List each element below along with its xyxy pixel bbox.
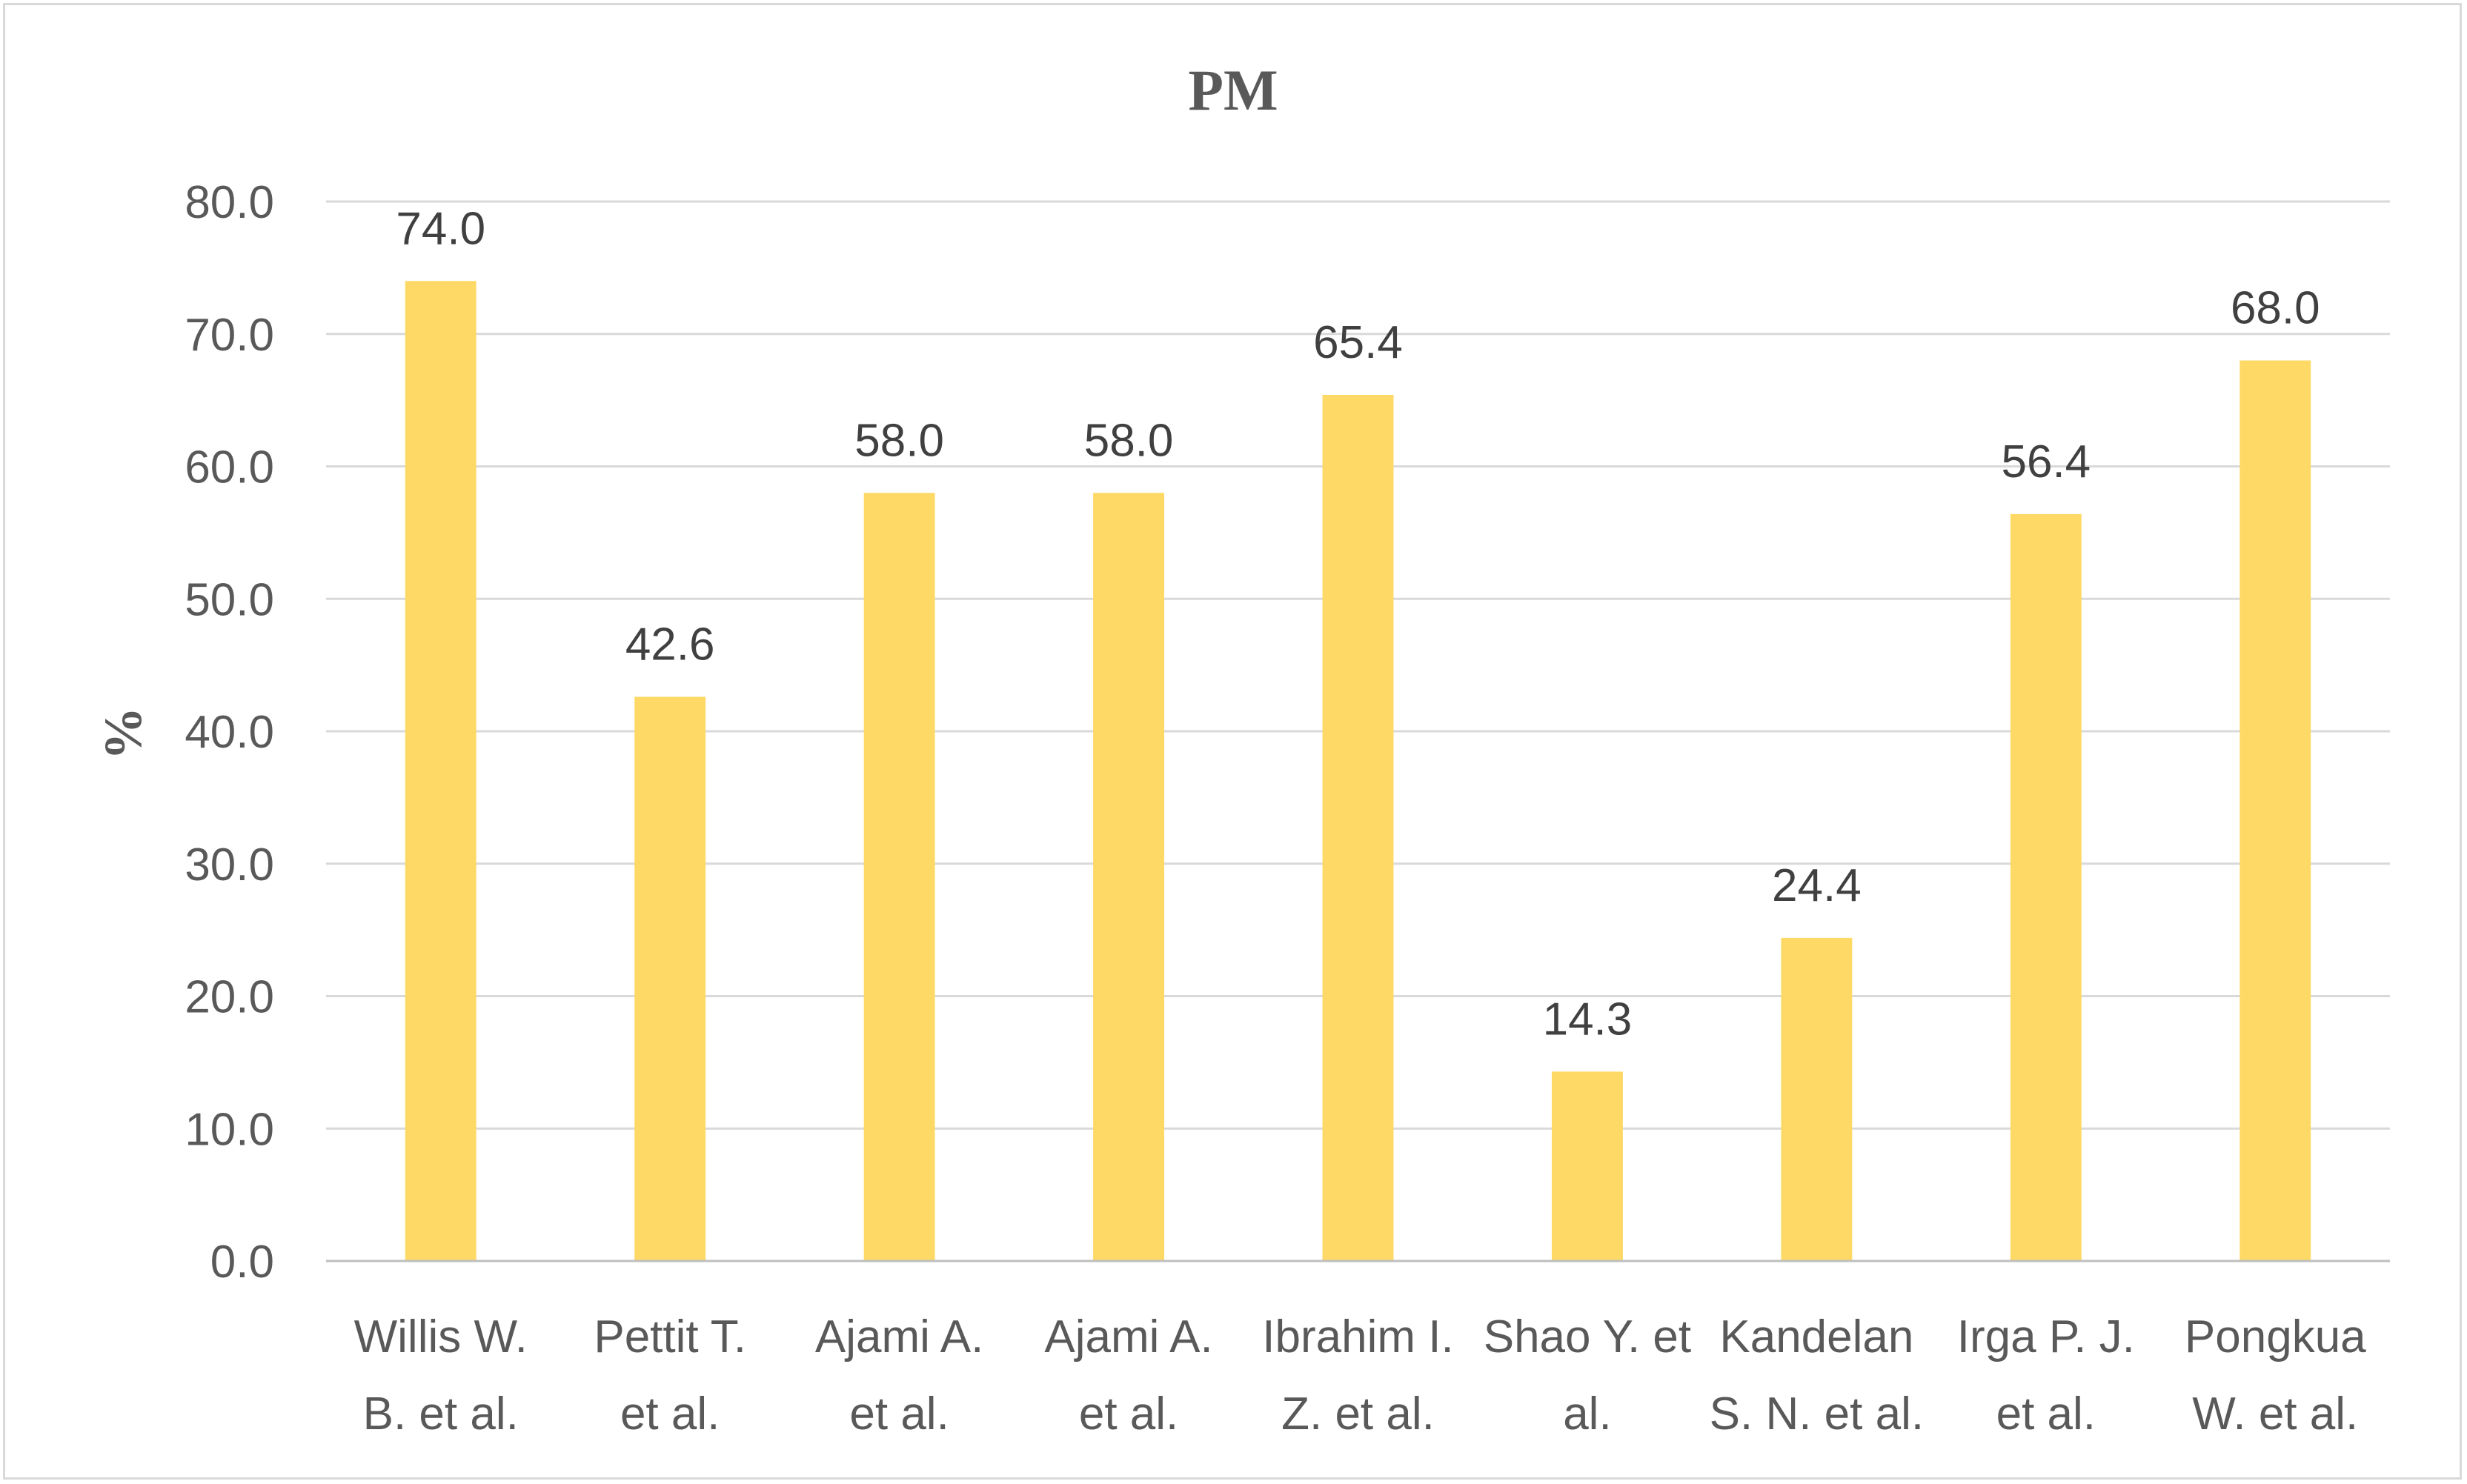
category-label-line: Irga P. J. — [1957, 1311, 2135, 1362]
category-label-line: W. et al. — [2192, 1388, 2358, 1440]
y-tick-label: 20.0 — [185, 972, 274, 1023]
category-label: Pongkua W. et al. — [2185, 1311, 2366, 1440]
bar — [2239, 360, 2311, 1261]
data-label: 42.6 — [625, 619, 715, 671]
bar — [1093, 493, 1165, 1261]
y-axis-label: % — [93, 707, 153, 760]
y-tick-label: 80.0 — [185, 177, 274, 228]
bar — [405, 281, 477, 1261]
y-tick-label: 0.0 — [210, 1237, 274, 1288]
category-label-line: Z. et al. — [1281, 1388, 1435, 1440]
data-label: 58.0 — [1084, 415, 1174, 466]
y-axis-ticks: 0.0 10.0 20.0 30.0 40.0 50.0 60.0 70.0 80.0 — [185, 177, 274, 1288]
data-label: 65.4 — [1313, 317, 1403, 368]
y-tick-label: 60.0 — [185, 442, 274, 493]
category-label: Pettit T. et al. — [594, 1311, 746, 1440]
bar — [863, 493, 935, 1261]
category-label-line: Ajami A. — [815, 1311, 983, 1362]
bar — [1322, 394, 1394, 1261]
category-label: Kandelan S. N. et al. — [1710, 1311, 1924, 1440]
category-label: Ajami A. et al. — [815, 1311, 983, 1440]
category-label-line: Pongkua — [2185, 1311, 2366, 1362]
category-label-line: S. N. et al. — [1710, 1388, 1924, 1440]
category-label: Irga P. J. et al. — [1957, 1311, 2135, 1440]
y-tick-label: 50.0 — [185, 574, 274, 625]
bar — [2010, 513, 2082, 1261]
category-label: Ajami A. et al. — [1044, 1311, 1212, 1440]
bar — [1781, 937, 1853, 1261]
data-label: 24.4 — [1772, 860, 1862, 911]
category-label-line: Pettit T. — [594, 1311, 746, 1362]
category-label-line: et al. — [1996, 1388, 2096, 1440]
data-label: 56.4 — [2001, 436, 2091, 488]
category-label-line: et al. — [849, 1388, 949, 1440]
category-label-line: Ibrahim I. — [1262, 1311, 1453, 1362]
y-tick-label: 30.0 — [185, 839, 274, 891]
category-label-line: Kandelan — [1719, 1311, 1913, 1362]
chart-title: PM — [1188, 58, 1278, 122]
data-labels: 74.0 42.6 58.0 58.0 65.4 14.3 24.4 56.4 68.0 — [396, 203, 2320, 1045]
category-label-line: al. — [1563, 1388, 1611, 1440]
y-tick-label: 70.0 — [185, 310, 274, 361]
y-tick-label: 40.0 — [185, 707, 274, 758]
x-axis-categories: Willis W. B. et al.Pettit T. et al.Ajami A… — [354, 1311, 2367, 1440]
data-label: 68.0 — [2231, 283, 2320, 334]
category-label-line: et al. — [1079, 1388, 1178, 1440]
y-tick-label: 10.0 — [185, 1104, 274, 1155]
category-label: Ibrahim I. Z. et al. — [1262, 1311, 1453, 1440]
category-label-line: B. et al. — [363, 1388, 519, 1440]
data-label: 14.3 — [1543, 994, 1633, 1045]
category-label-line: Willis W. — [354, 1311, 528, 1362]
category-label-line: et al. — [620, 1388, 720, 1440]
data-label: 74.0 — [396, 203, 485, 254]
bar — [634, 696, 706, 1261]
category-label-line: Shao Y. et — [1484, 1311, 1691, 1362]
bars — [405, 281, 2311, 1261]
category-label: Willis W. B. et al. — [354, 1311, 528, 1440]
data-label: 58.0 — [854, 415, 944, 466]
bar — [1551, 1071, 1623, 1261]
category-label-line: Ajami A. — [1044, 1311, 1212, 1362]
category-label: Shao Y. et al. — [1484, 1311, 1691, 1440]
